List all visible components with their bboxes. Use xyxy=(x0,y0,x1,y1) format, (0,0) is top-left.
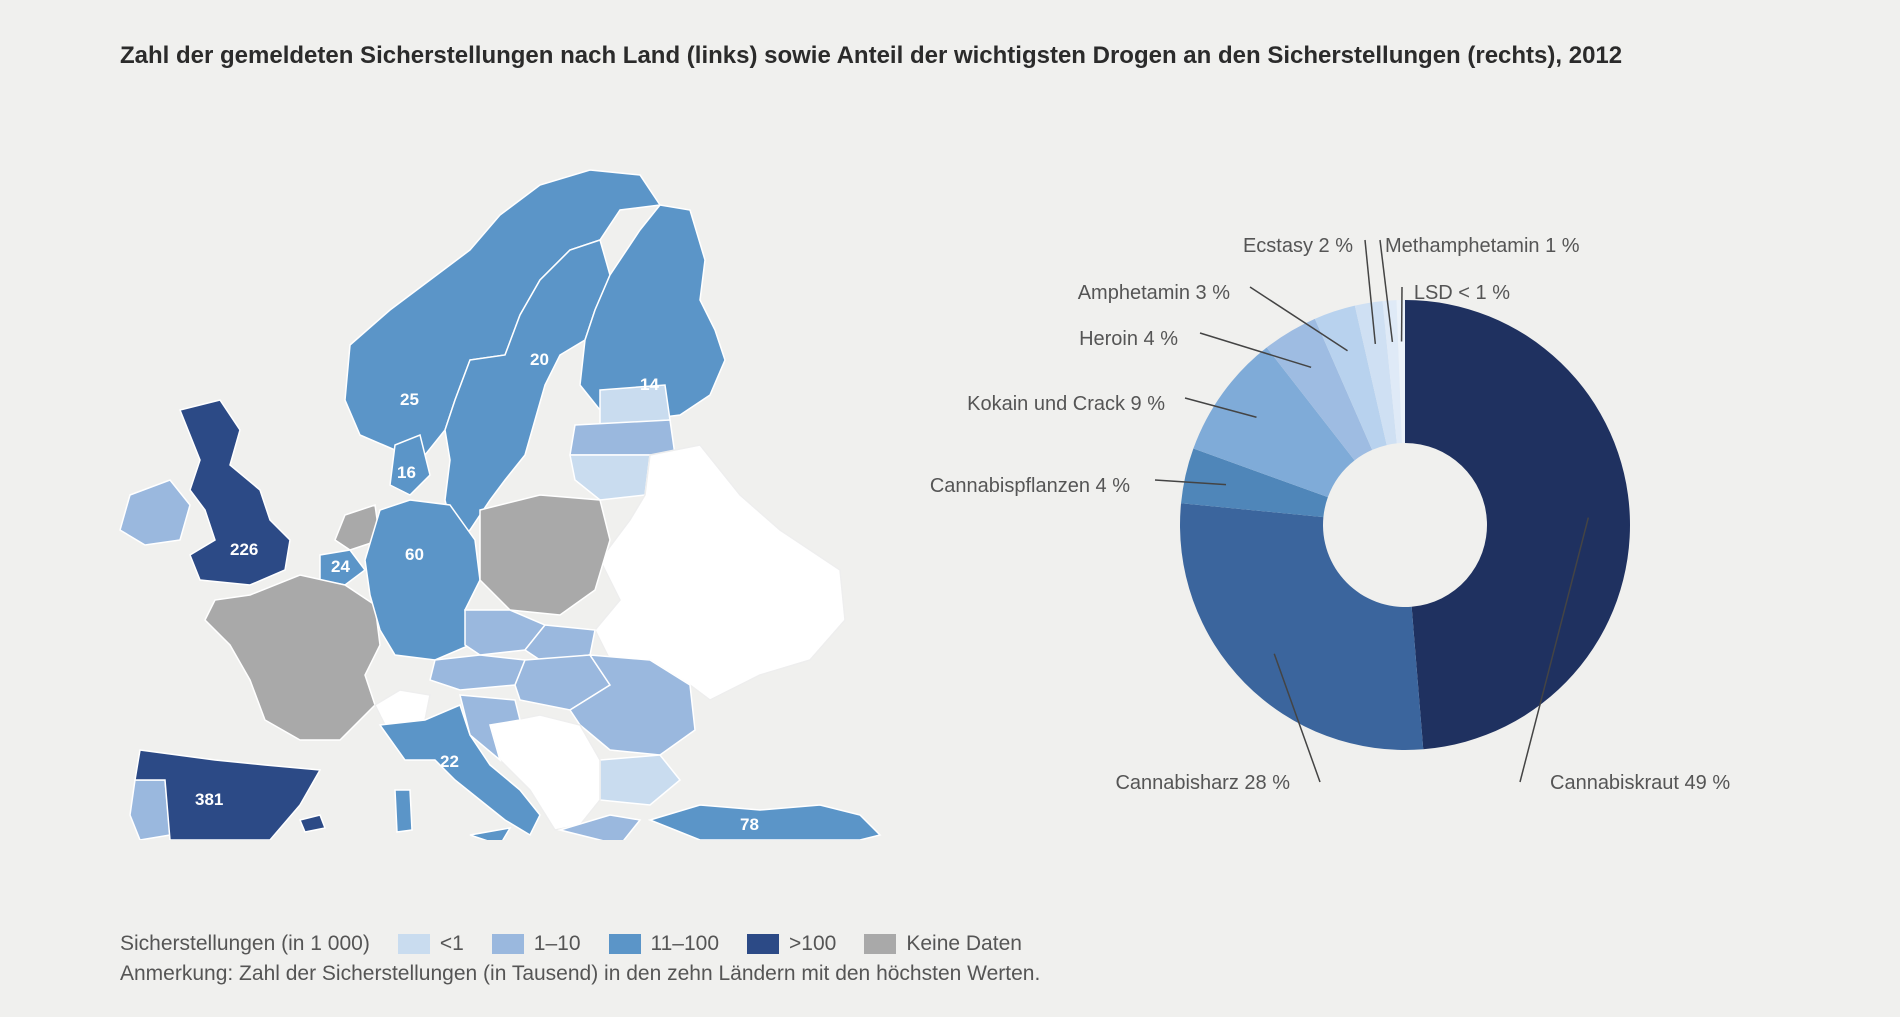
legend-label-gt100: >100 xyxy=(789,932,837,955)
country-lithuania xyxy=(569,454,651,501)
legend-swatch-lt1 xyxy=(397,934,430,954)
map-label-italy: 22 xyxy=(440,752,459,771)
chart-title: Zahl der gemeldeten Sicherstellungen nac… xyxy=(120,42,1623,69)
legend-swatch-11-100 xyxy=(608,934,641,954)
map-label-sweden: 20 xyxy=(530,350,549,369)
donut-label-7: Methamphetamin 1 % xyxy=(1385,235,1580,257)
donut-label-8: LSD < 1 % xyxy=(1414,282,1510,304)
legend-label-1-10: 1–10 xyxy=(533,932,581,955)
region-balkans-blank xyxy=(489,714,601,831)
legend-label-11-100: 11–100 xyxy=(650,932,720,955)
country-uk xyxy=(178,399,291,586)
donut-label-6: Ecstasy 2 % xyxy=(1243,235,1353,257)
country-ireland xyxy=(119,479,191,546)
donut-leader-line-5 xyxy=(1249,286,1348,352)
country-sicily xyxy=(469,826,512,840)
donut-slices xyxy=(1180,300,1630,750)
country-italy xyxy=(378,703,541,837)
country-finland xyxy=(579,204,726,421)
country-estonia xyxy=(599,384,671,426)
donut-label-1: Cannabisharz 28 % xyxy=(1115,772,1290,794)
country-poland xyxy=(479,494,611,616)
donut-label-3: Kokain und Crack 9 % xyxy=(967,393,1165,415)
donut-slice-8 xyxy=(1396,300,1405,444)
country-denmark xyxy=(389,433,431,496)
donut-leader-line-3 xyxy=(1184,397,1257,418)
donut-slice-6 xyxy=(1354,301,1397,446)
map-label-finland: 14 xyxy=(640,375,659,394)
donut-slice-3 xyxy=(1193,347,1355,498)
donut-leader-line-4 xyxy=(1199,332,1312,369)
donut-slice-7 xyxy=(1382,300,1402,444)
country-austria xyxy=(429,654,527,691)
country-bulgaria xyxy=(599,754,682,806)
legend: Sicherstellungen (in 1 000) <1 1–10 11–1… xyxy=(120,932,1022,956)
legend-title: Sicherstellungen (in 1 000) xyxy=(120,932,370,955)
donut-label-2: Cannabispflanzen 4 % xyxy=(930,475,1130,497)
country-balearics xyxy=(298,814,327,833)
donut-slice-0 xyxy=(1405,300,1630,750)
donut-slice-1 xyxy=(1180,503,1424,750)
donut-label-0: Cannabiskraut 49 % xyxy=(1550,772,1730,794)
footnote: Anmerkung: Zahl der Sicherstellungen (in… xyxy=(120,962,1041,985)
legend-swatch-gt100 xyxy=(747,934,780,954)
legend-label-lt1: <1 xyxy=(439,932,464,955)
country-spain xyxy=(134,749,322,840)
donut-label-5: Amphetamin 3 % xyxy=(1078,282,1231,304)
drug-share-donut-chart: Cannabiskraut 49 % Cannabisharz 28 % Canna… xyxy=(930,235,1730,794)
donut-label-4: Heroin 4 % xyxy=(1079,328,1178,350)
country-sardinia xyxy=(394,789,413,833)
donut-slice-4 xyxy=(1266,318,1373,461)
map-label-norway: 25 xyxy=(400,390,419,409)
donut-leader-line-0 xyxy=(1519,517,1590,783)
donut-leader-line-7 xyxy=(1379,239,1394,343)
donut-labels: Cannabiskraut 49 % Cannabisharz 28 % Canna… xyxy=(930,235,1730,794)
map-label-spain: 381 xyxy=(195,790,223,809)
donut-leader-line-2 xyxy=(1154,479,1227,486)
legend-swatch-nodata xyxy=(864,934,897,954)
map-label-uk: 226 xyxy=(230,540,258,559)
map-label-turkey: 78 xyxy=(740,815,759,834)
country-sweden xyxy=(444,239,611,542)
donut-leader-line-6 xyxy=(1364,239,1377,344)
country-germany xyxy=(364,499,481,661)
country-france xyxy=(204,574,381,741)
map-label-belgium: 24 xyxy=(331,557,350,576)
map-label-denmark: 16 xyxy=(397,463,416,482)
country-switzerland xyxy=(374,689,431,726)
country-latvia xyxy=(569,419,676,456)
country-turkey xyxy=(647,804,882,840)
legend-swatch-1-10 xyxy=(491,934,524,954)
map-label-germany: 60 xyxy=(405,545,424,564)
donut-slice-2 xyxy=(1181,448,1328,518)
country-greece xyxy=(557,814,642,840)
country-portugal xyxy=(129,779,171,840)
donut-leader-line-1 xyxy=(1273,653,1321,783)
europe-map: 20 14 25 16 226 24 60 22 381 78 xyxy=(119,169,882,840)
country-netherlands xyxy=(334,504,381,551)
legend-label-nodata: Keine Daten xyxy=(906,932,1022,955)
country-belgium xyxy=(319,549,367,586)
country-romania xyxy=(568,654,696,756)
